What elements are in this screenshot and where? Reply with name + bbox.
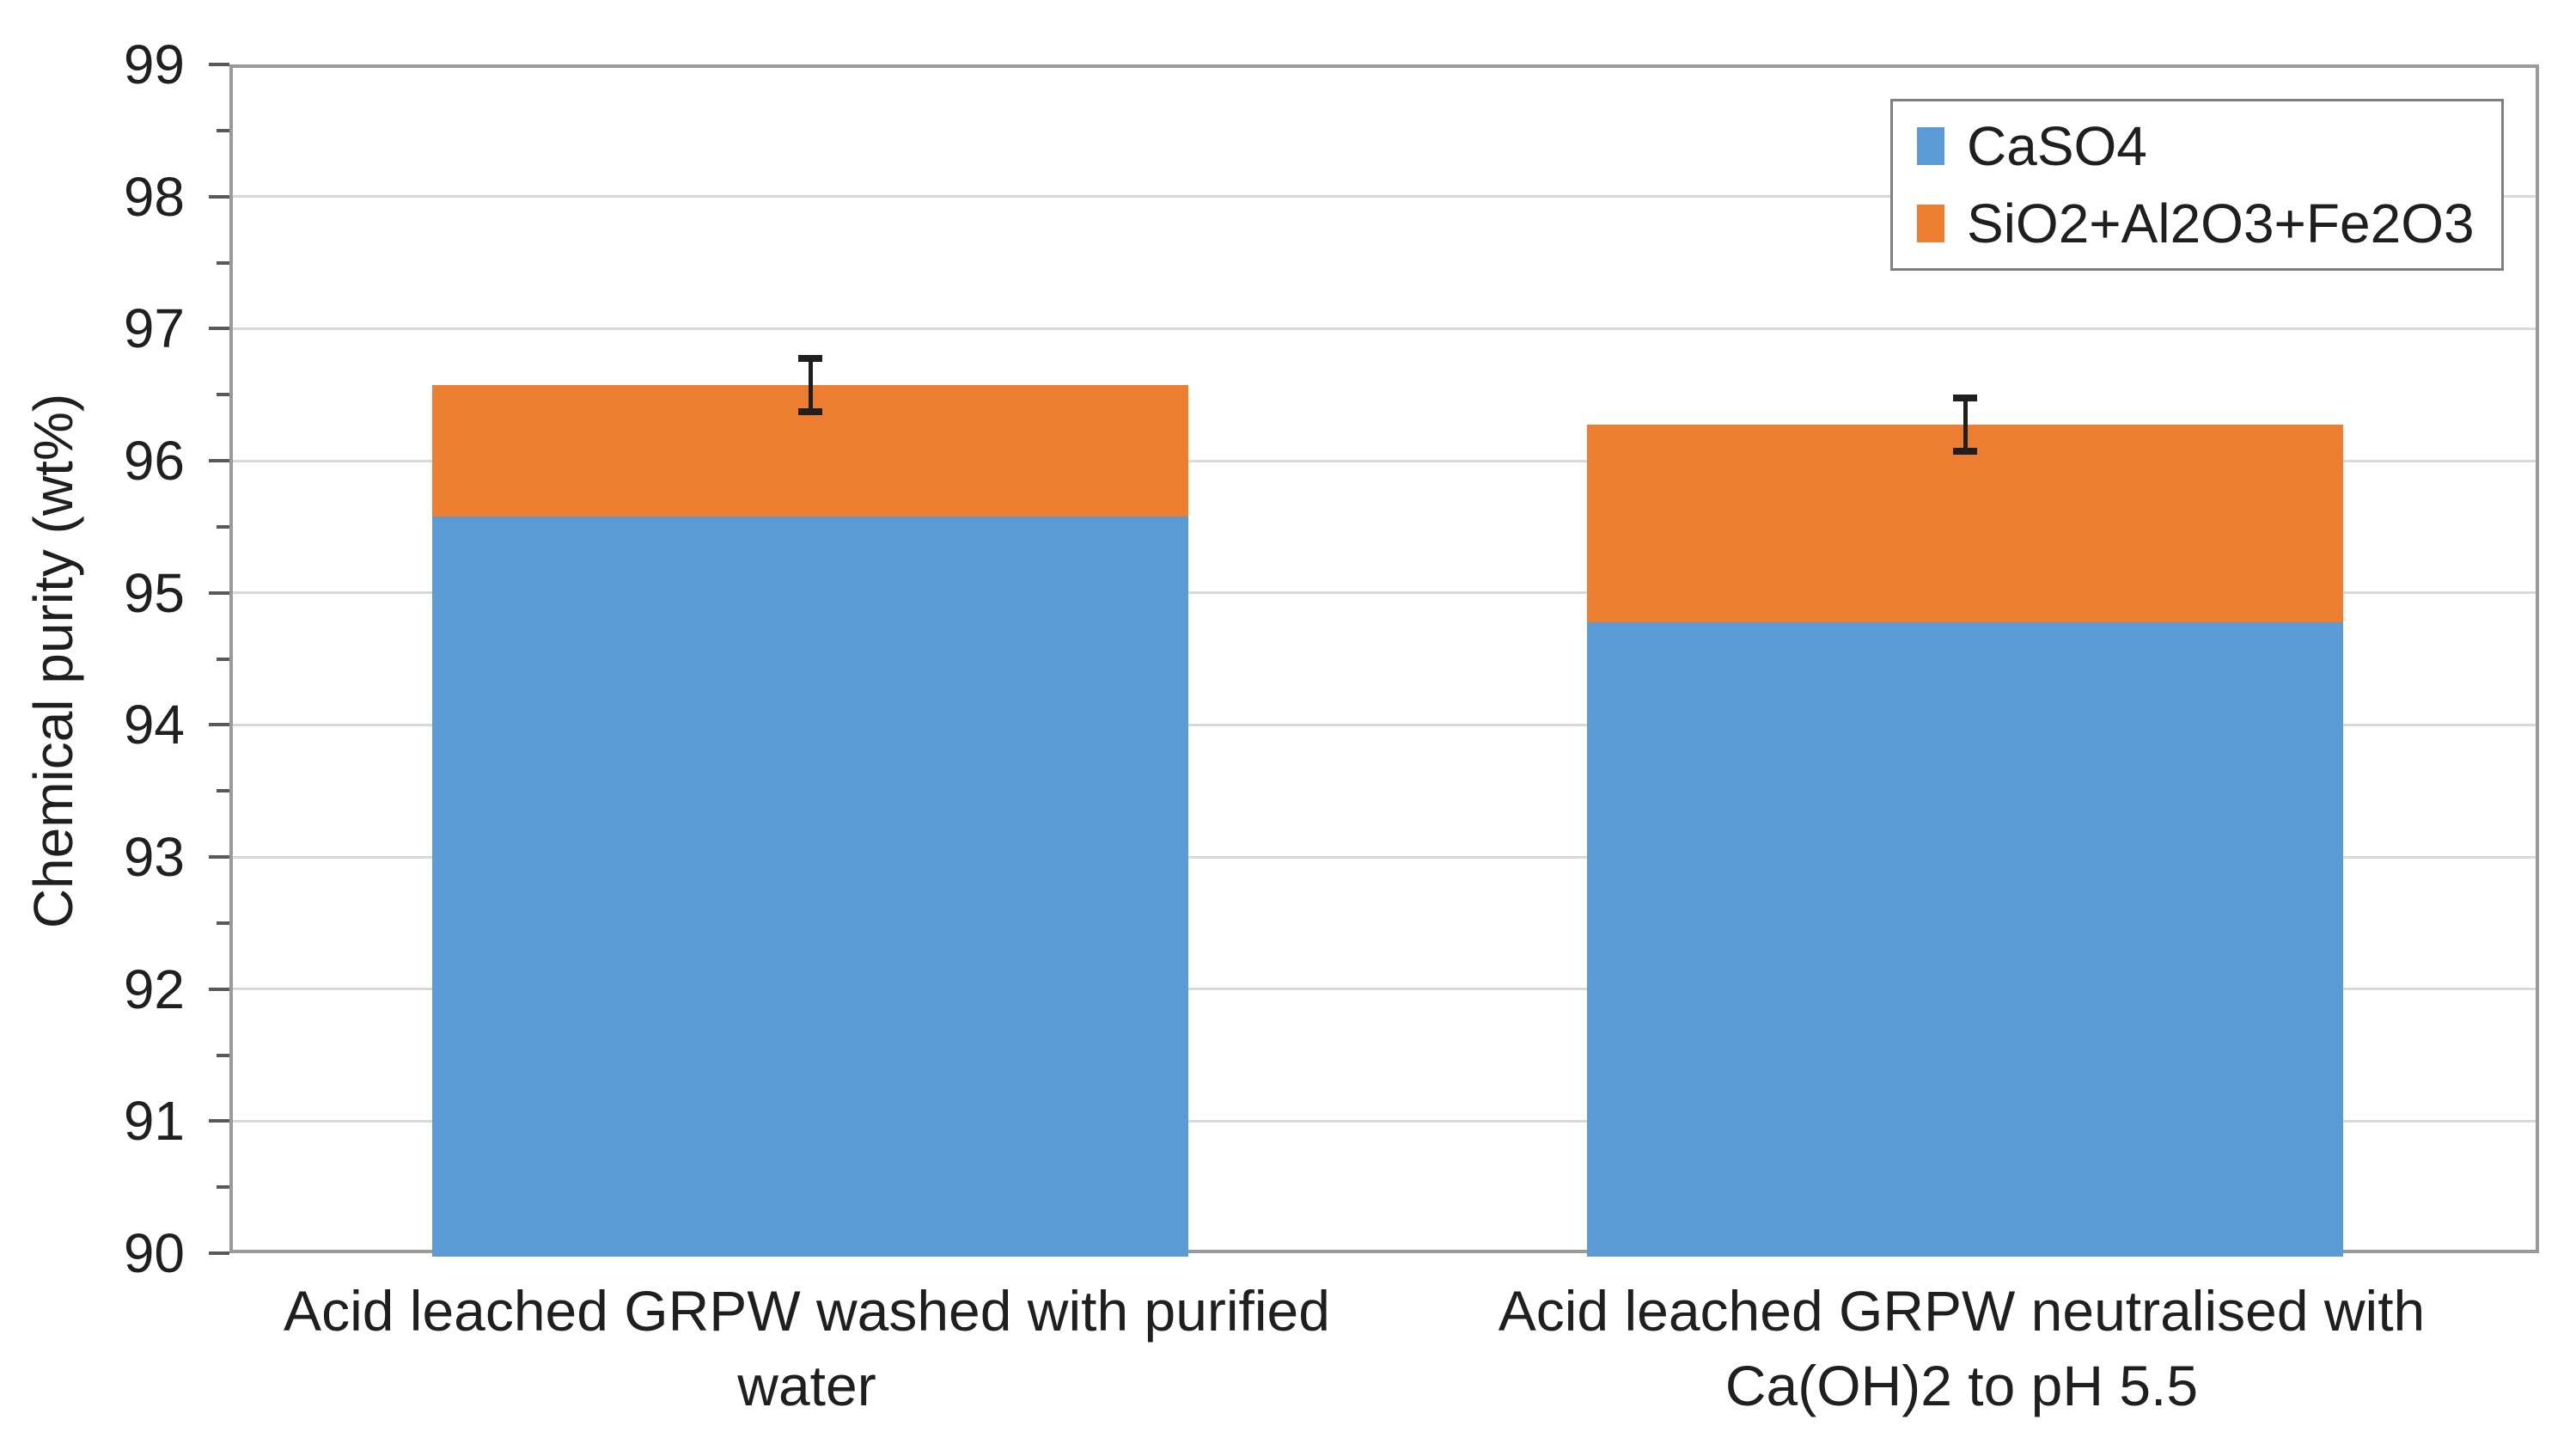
major-tick [209, 855, 229, 859]
legend-item-caso4: CaSO4 [1917, 119, 2501, 174]
bar-segment-caso4 [1587, 622, 2343, 1257]
y-tick-label: 99 [123, 34, 185, 95]
y-tick-label: 98 [123, 165, 185, 228]
major-tick [209, 987, 229, 991]
caso4-swatch-icon [1917, 127, 1944, 165]
bar-segment-caso4 [432, 517, 1188, 1257]
y-tick-label: 96 [123, 430, 185, 492]
error-bar-cap [798, 407, 822, 415]
minor-tick [217, 921, 229, 925]
error-bar [808, 358, 813, 412]
category-label-2: Acid leached GRPW neutralised with Ca(OH… [1498, 1279, 2426, 1418]
y-tick-label: 93 [123, 826, 185, 888]
y-tick-label: 92 [123, 958, 185, 1020]
minor-tick [217, 393, 229, 397]
minor-tick [217, 128, 229, 132]
gridline [233, 591, 2536, 595]
major-tick [209, 1119, 229, 1123]
y-axis-title: Chemical purity (wt%) [22, 393, 84, 929]
minor-tick [217, 657, 229, 661]
gridline [233, 723, 2536, 726]
major-tick [209, 1251, 229, 1255]
gridline [233, 459, 2536, 462]
minor-tick [217, 524, 229, 529]
major-tick [209, 723, 229, 727]
gridline [233, 855, 2536, 859]
legend-item-impurities: SiO2+Al2O3+Fe2O3 [1917, 196, 2501, 251]
y-tick-label: 90 [123, 1222, 185, 1284]
legend: CaSO4 SiO2+Al2O3+Fe2O3 [1890, 99, 2504, 271]
major-tick [209, 194, 229, 199]
error-bar-cap [798, 355, 822, 363]
minor-tick [217, 260, 229, 265]
minor-tick [217, 1185, 229, 1190]
category-label-1: Acid leached GRPW washed with purified w… [284, 1279, 1330, 1418]
major-tick [209, 459, 229, 462]
y-tick-label: 95 [123, 561, 185, 624]
legend-label-caso4: CaSO4 [1967, 115, 2147, 177]
y-tick-label: 97 [123, 297, 185, 360]
gridline [233, 195, 2536, 199]
gridline [233, 988, 2536, 991]
legend-label-impurities: SiO2+Al2O3+Fe2O3 [1967, 193, 2475, 254]
minor-tick [217, 789, 229, 793]
error-bar [1963, 398, 1968, 451]
major-tick [209, 590, 229, 595]
minor-tick [217, 1053, 229, 1057]
y-tick-label: 91 [123, 1090, 185, 1153]
bar-segment-sio2-al2o3-fe2o3 [1587, 424, 2343, 623]
y-tick-label: 94 [123, 694, 185, 756]
error-bar-cap [1953, 447, 1977, 455]
error-bar-cap [1953, 395, 1977, 402]
gridline [233, 327, 2536, 330]
major-tick [209, 327, 229, 331]
gridline [233, 1119, 2536, 1123]
impurities-swatch-icon [1917, 205, 1944, 242]
major-tick [209, 63, 229, 66]
